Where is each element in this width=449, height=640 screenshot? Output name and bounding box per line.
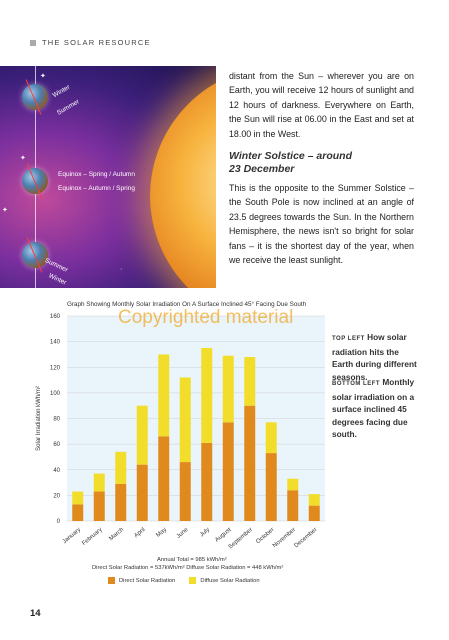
- label-summer-top: Summer: [55, 98, 81, 117]
- star-icon: ✦: [20, 155, 26, 162]
- label-winter-top: Winter: [51, 83, 72, 100]
- bar-direct: [93, 491, 105, 521]
- watermark: Copyrighted material: [118, 307, 294, 328]
- caption-bottom-left: BOTTOM LEFT Monthly solar irradiation on…: [332, 376, 422, 441]
- seasons-illustration: ✦ ✦ ✦ · Winter Summer Equinox – Spring /…: [0, 66, 216, 288]
- bar-direct: [158, 436, 170, 521]
- y-tick-label: 100: [50, 391, 61, 397]
- caption-top-left: TOP LEFT How solar radiation hits the Ea…: [332, 331, 422, 383]
- bar-direct: [308, 505, 320, 521]
- bar-diffuse: [244, 357, 256, 406]
- y-axis-label: Solar Irradiation kWh/m²: [36, 386, 42, 451]
- caption-text: How solar radiation hits the Earth durin…: [332, 332, 417, 382]
- y-tick-label: 20: [53, 493, 60, 499]
- label-equinox-1: Equinox – Spring / Autumn: [58, 171, 135, 178]
- legend-label: Direct Solar Radiation: [119, 578, 176, 585]
- y-tick-label: 140: [50, 340, 61, 346]
- x-tick-label: September: [228, 527, 254, 550]
- x-tick-label: June: [176, 527, 190, 540]
- bar-diffuse: [308, 494, 320, 506]
- subheading: Winter Solstice – around 23 December: [229, 150, 419, 176]
- x-tick-label: March: [108, 527, 125, 542]
- x-tick-label: May: [155, 527, 168, 539]
- earth-winter-top: [22, 84, 48, 110]
- irradiation-chart: 0 20 40 60 80 100 120 140 160 Solar Irradiation k…: [36, 314, 325, 550]
- x-tick-label: April: [133, 527, 146, 539]
- x-tick-label: August: [214, 527, 232, 544]
- bar-diffuse: [115, 451, 127, 484]
- bar-direct: [244, 405, 256, 521]
- bar-direct: [265, 453, 277, 521]
- caption-tag: TOP LEFT: [332, 336, 365, 342]
- bar-diffuse: [201, 348, 213, 443]
- bar-diffuse: [287, 478, 299, 491]
- x-tick-label: December: [293, 527, 318, 549]
- bar-diffuse: [179, 377, 191, 463]
- subheading-line-2: 23 December: [229, 163, 295, 175]
- bar-direct: [115, 483, 127, 521]
- caption-text: Monthly solar irradiation on a surface i…: [332, 377, 415, 439]
- body-paragraph-1: distant from the Sun – wherever you are …: [229, 71, 414, 139]
- x-tick-label: January: [62, 527, 82, 545]
- bar-direct: [201, 442, 213, 521]
- chart-title: Graph Showing Monthly Solar Irradiation …: [67, 301, 307, 308]
- subheading-line-1: Winter Solstice – around: [229, 150, 353, 162]
- legend-label: Diffuse Solar Radiation: [200, 578, 260, 585]
- label-equinox-2: Equinox – Autumn / Spring: [58, 185, 135, 192]
- body-paragraph-2: This is the opposite to the Summer Solst…: [229, 183, 414, 266]
- bar-direct: [222, 422, 234, 521]
- bar-direct: [72, 504, 84, 521]
- legend-item-diffuse: Diffuse Solar Radiation: [189, 577, 260, 585]
- page-number: 14: [30, 608, 41, 619]
- running-header: THE SOLAR RESOURCE: [30, 38, 151, 47]
- y-tick-label: 40: [53, 468, 60, 474]
- y-tick-label: 60: [53, 442, 60, 448]
- annual-total: Annual Total = 985 kWh/m²: [157, 557, 227, 563]
- star-icon: ·: [120, 266, 123, 273]
- x-tick-label: July: [199, 527, 211, 538]
- star-icon: ✦: [2, 207, 8, 214]
- y-tick-label: 120: [50, 365, 61, 371]
- x-tick-label: October: [255, 527, 275, 545]
- radiation-breakdown: Direct Solar Radiation = 537kWh/m² Diffu…: [92, 565, 284, 571]
- bar-direct: [287, 490, 299, 521]
- bar-diffuse: [93, 473, 105, 492]
- chart-legend: Direct Solar Radiation Diffuse Solar Rad…: [108, 577, 260, 584]
- caption-tag: BOTTOM LEFT: [332, 381, 381, 387]
- bar-direct: [136, 464, 148, 521]
- legend-item-direct: Direct Solar Radiation: [108, 577, 175, 584]
- bar-direct: [179, 462, 191, 521]
- legend-swatch: [108, 577, 115, 584]
- y-tick-label: 0: [57, 519, 61, 525]
- bar-diffuse: [265, 422, 277, 454]
- y-tick-label: 80: [53, 417, 60, 423]
- label-winter-bottom: Winter: [47, 272, 68, 287]
- x-tick-label: February: [81, 527, 103, 547]
- section-title: THE SOLAR RESOURCE: [42, 38, 151, 47]
- bar-diffuse: [136, 405, 148, 465]
- star-icon: ✦: [40, 73, 46, 80]
- bar-diffuse: [222, 355, 234, 423]
- y-tick-label: 160: [50, 314, 61, 320]
- header-square-icon: [30, 39, 36, 46]
- bar-diffuse: [72, 491, 84, 505]
- sun-graphic: [150, 66, 216, 288]
- label-summer-bottom: Summer: [43, 257, 69, 274]
- bar-diffuse: [158, 354, 170, 437]
- legend-swatch: [189, 577, 197, 584]
